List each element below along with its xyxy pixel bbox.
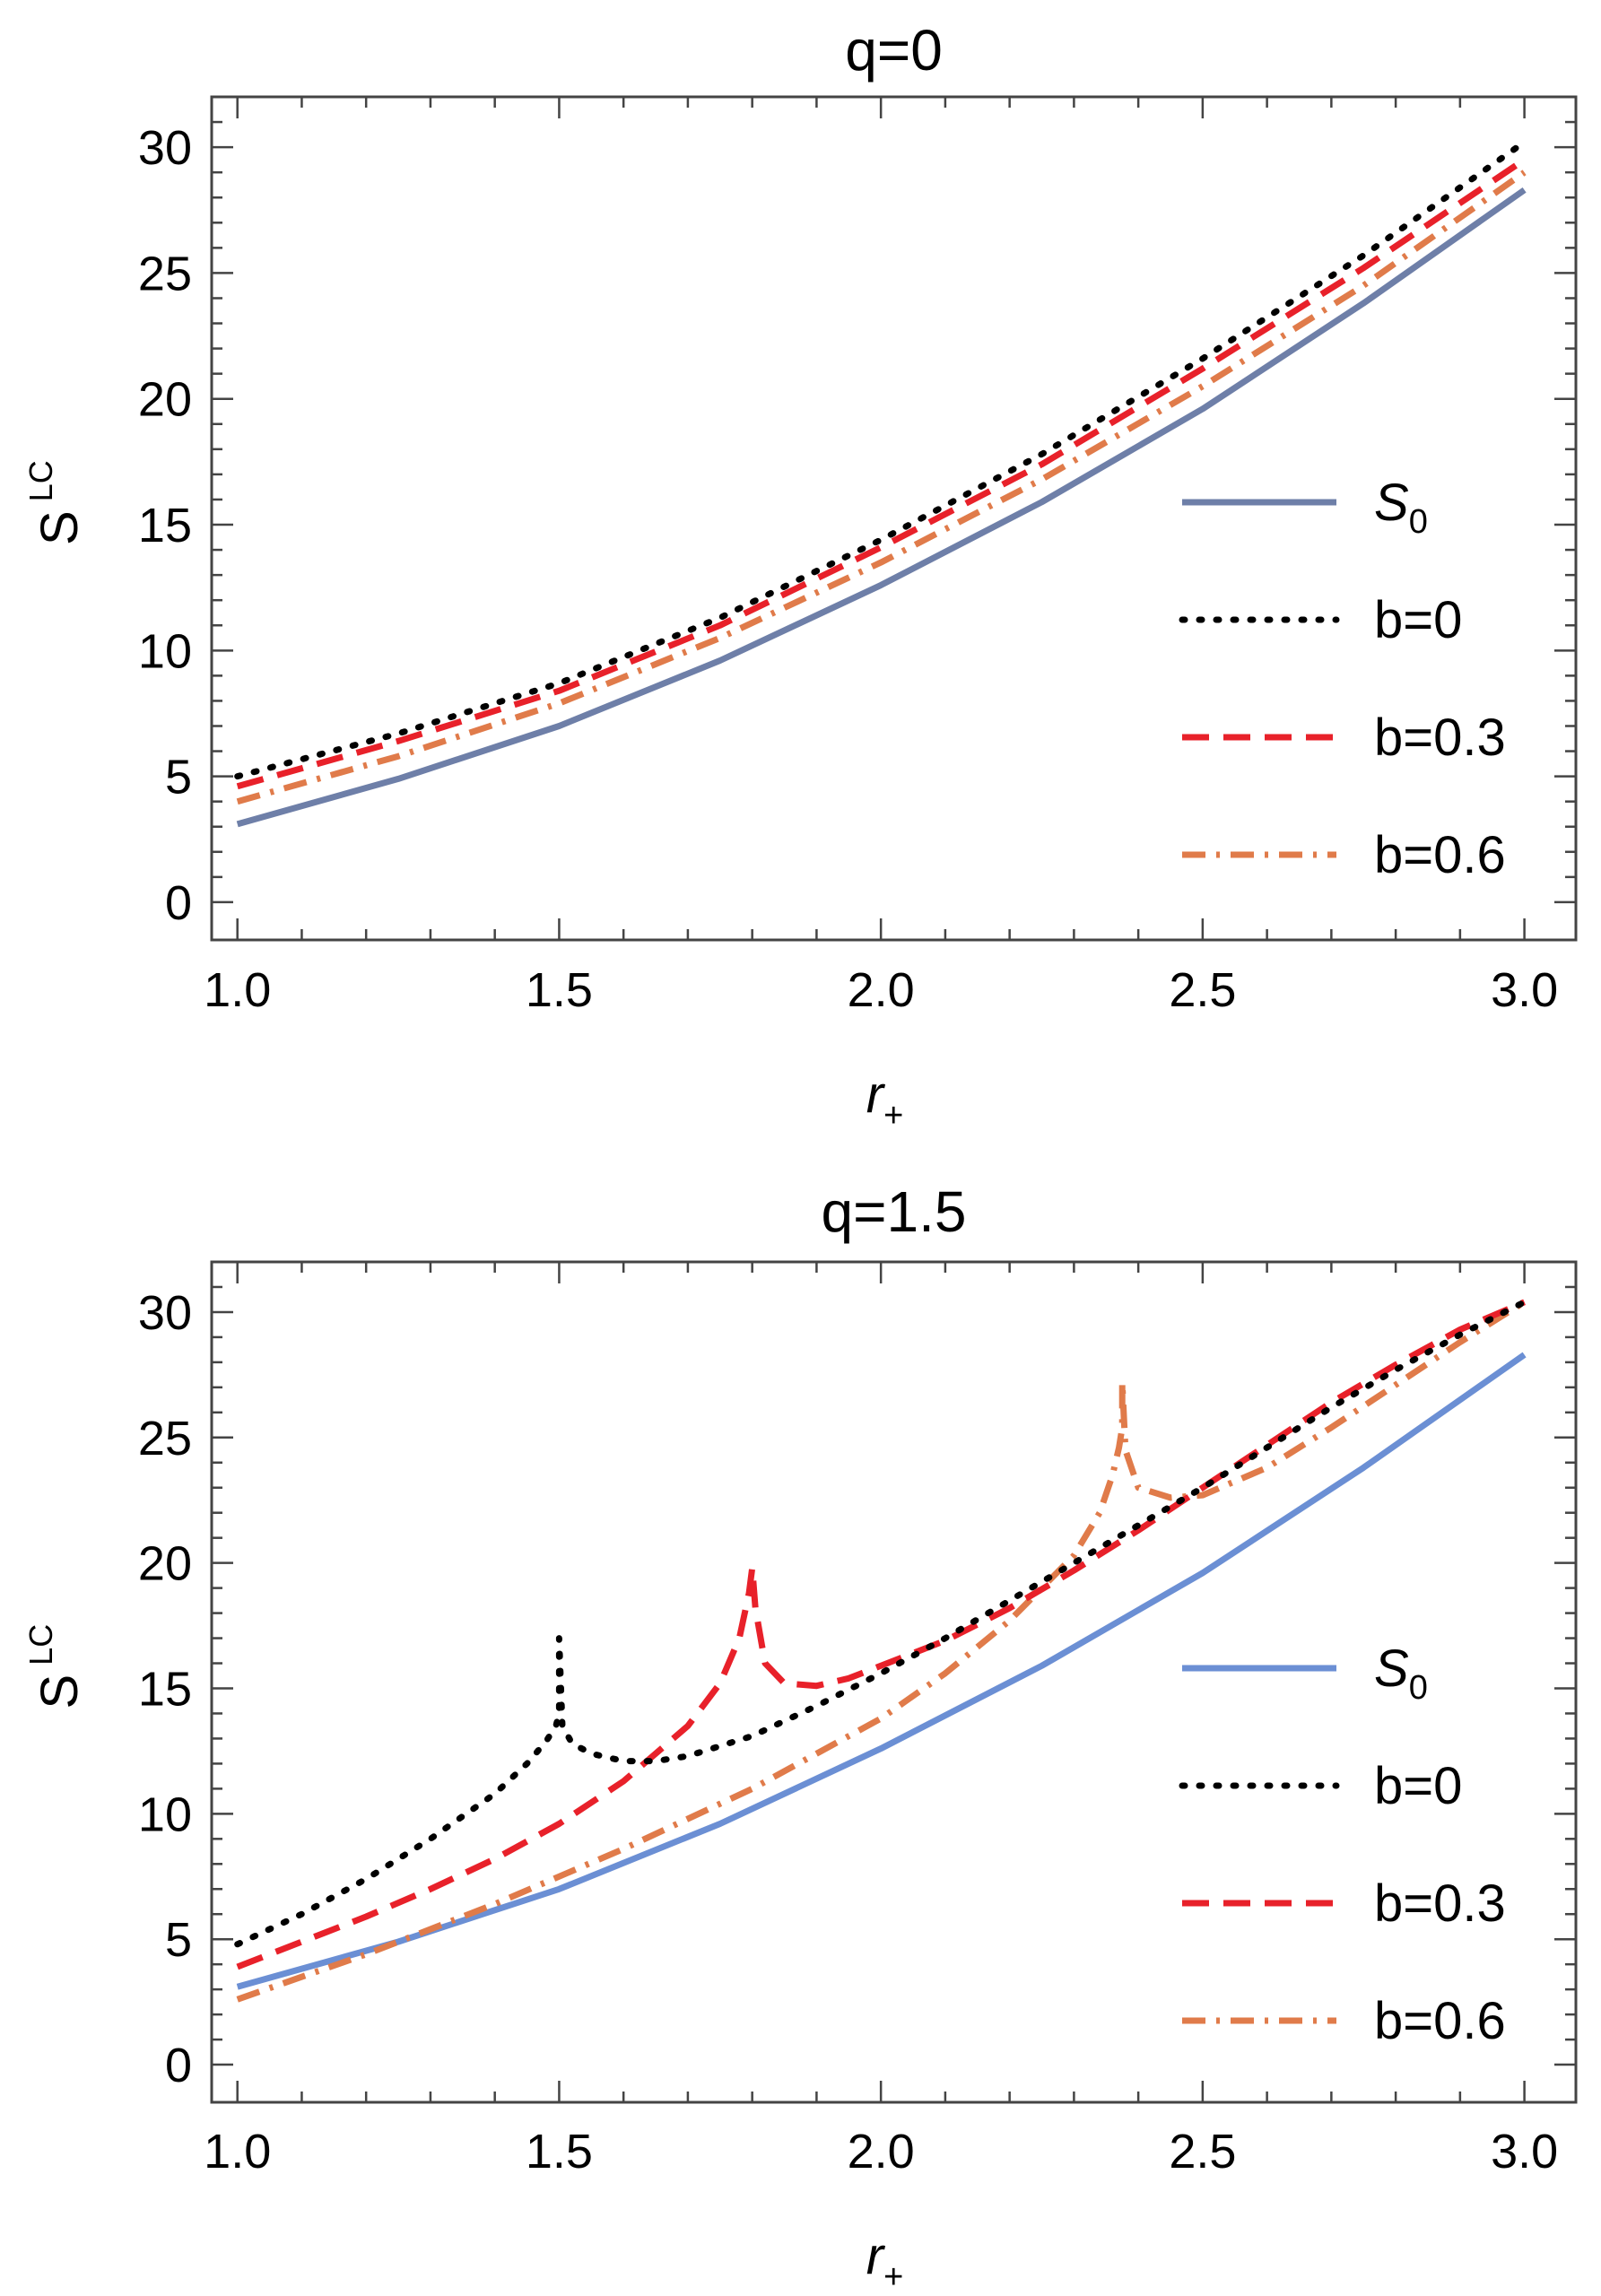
x-tick-label: 2.0	[848, 963, 915, 1017]
plot-frame	[210, 95, 1578, 942]
x-tick-label: 1.0	[204, 2125, 271, 2179]
legend-entry-label: b=0.3	[1374, 709, 1506, 767]
y-tick-label: 30	[138, 1286, 192, 1340]
y-tick-label: 25	[138, 1412, 192, 1465]
y-tick-label: 10	[138, 624, 192, 678]
y-axis-label-main: S	[30, 1674, 89, 1709]
y-axis-label: S LC	[22, 460, 89, 545]
x-tick-label: 3.0	[1491, 963, 1558, 1017]
legend-entry-label: S	[1374, 474, 1409, 532]
y-tick-label: 15	[138, 1662, 192, 1716]
x-tick-label: 2.5	[1169, 2125, 1236, 2179]
x-tick-label: 2.5	[1169, 963, 1236, 1017]
series-line-b-0-3	[236, 157, 1527, 790]
legend-entry: b=0.3	[1374, 1874, 1506, 1933]
x-tick-label: 3.0	[1491, 2125, 1558, 2179]
y-axis-label-sup: LC	[22, 460, 59, 501]
series-line-b-0	[234, 1299, 1528, 1948]
series-line-b-0	[234, 139, 1528, 780]
legend-entry-label: b=0.6	[1374, 1992, 1506, 2050]
legend-entry-label: b=0.6	[1374, 826, 1506, 884]
legend-entry-sub: 0	[1409, 1669, 1428, 1707]
legend-entry: b=0	[1374, 591, 1462, 649]
legend-entry: b=0.6	[1374, 826, 1506, 884]
legend-entry: S0	[1374, 1639, 1428, 1707]
y-tick-label: 30	[138, 121, 192, 175]
x-tick-label: 2.0	[848, 2125, 915, 2179]
x-axis-label: r+	[866, 1065, 904, 1135]
x-axis-label: r+	[866, 2227, 904, 2296]
y-axis-label-sup: LC	[22, 1624, 59, 1665]
chart-title: q=0	[845, 18, 943, 83]
x-tick-label: 1.0	[204, 963, 271, 1017]
y-tick-label: 0	[165, 876, 192, 930]
y-axis-label-main: S	[30, 510, 89, 545]
legend-entry: S0	[1374, 474, 1428, 541]
y-tick-label: 25	[138, 247, 192, 300]
y-tick-label: 10	[138, 1787, 192, 1841]
y-tick-label: 5	[165, 1913, 192, 1967]
tick-marks	[212, 97, 1576, 940]
chart-panel-q1-5: q=1.51.0 1.5 2.0 2.5 3.0051015202530SLCr+S0b…	[22, 1179, 1578, 2296]
plot-frame	[210, 1260, 1578, 2104]
y-tick-label: 20	[138, 373, 192, 427]
series-line-s0	[236, 187, 1527, 828]
legend-entry-label: S	[1374, 1639, 1409, 1698]
legend-entry-sub: 0	[1409, 503, 1428, 541]
y-tick-label: 0	[165, 2039, 192, 2092]
legend-entry: b=0.6	[1374, 1992, 1506, 2050]
legend-entry: b=0.3	[1374, 709, 1506, 767]
x-tick-label: 1.5	[526, 963, 593, 1017]
y-tick-label: 20	[138, 1537, 192, 1591]
x-axis-label-sub: +	[883, 2258, 903, 2296]
series-line-s0	[236, 1352, 1527, 1990]
legend: S0 b=0 b=0.3 b=0.6	[1179, 1639, 1506, 2050]
y-axis-label: S LC	[22, 1624, 89, 1709]
x-tick-label: 1.5	[526, 2125, 593, 2179]
x-axis-label-sub: +	[883, 1097, 903, 1135]
legend-entry-label: b=0	[1374, 591, 1462, 649]
legend-entry-label: b=0.3	[1374, 1874, 1506, 1933]
y-tick-label: 5	[165, 751, 192, 804]
x-axis-label-main: r	[866, 1065, 886, 1124]
series-line-b-0-6	[236, 1299, 1527, 2003]
tick-marks	[212, 1262, 1576, 2102]
chart-title: q=1.5	[822, 1179, 967, 1244]
series-line-b-0-6	[236, 170, 1527, 805]
x-axis-label-main: r	[866, 2227, 886, 2285]
legend: S0 b=0 b=0.3 b=0.6	[1179, 474, 1506, 884]
chart-panel-q0: q=01.0 1.5 2.0 2.5 3.0051015202530SLCr+S0b=0…	[22, 18, 1578, 1135]
legend-entry: b=0	[1374, 1757, 1462, 1815]
series-line-b-0-3	[236, 1299, 1526, 1970]
legend-entry-label: b=0	[1374, 1757, 1462, 1815]
y-tick-label: 15	[138, 499, 192, 552]
